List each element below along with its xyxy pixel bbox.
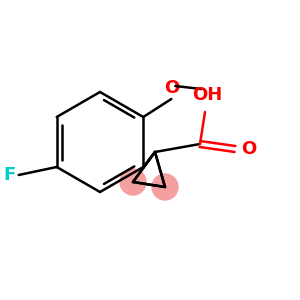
Text: F: F — [3, 166, 16, 184]
Text: O: O — [241, 140, 256, 158]
Circle shape — [152, 174, 178, 200]
Circle shape — [120, 169, 146, 195]
Text: OH: OH — [192, 86, 222, 104]
Text: O: O — [164, 79, 179, 97]
